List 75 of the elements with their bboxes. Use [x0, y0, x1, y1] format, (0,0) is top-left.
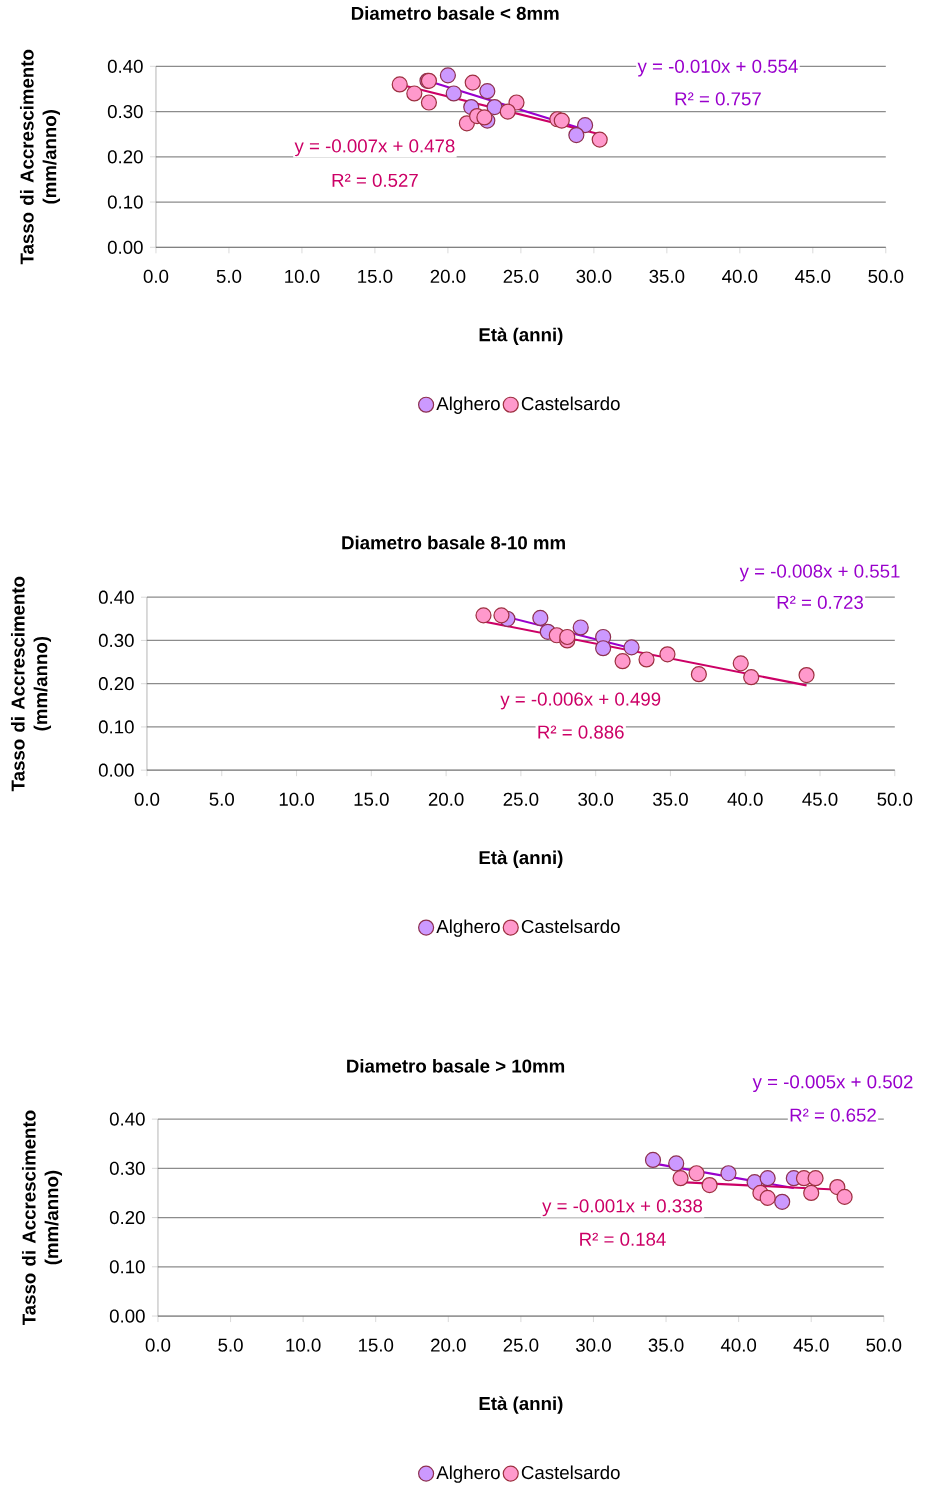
y-tick-label: 0.40: [110, 1112, 145, 1126]
x-tick-label: 5.0: [216, 269, 242, 283]
x-tick-label: 10.0: [285, 269, 320, 283]
y-tick-label: 0.30: [110, 1161, 145, 1175]
annotation: R² = 0.723: [777, 595, 864, 610]
x-tick-label: 25.0: [503, 269, 539, 283]
x-tick-label: 25.0: [503, 792, 539, 806]
y-axis-title: Tasso di Accrescimento (mm/anno): [22, 1110, 63, 1326]
x-tick-label: 20.0: [430, 269, 466, 283]
x-tick-label: 15.0: [359, 1338, 394, 1352]
x-tick-label: 45.0: [802, 792, 838, 806]
x-tick-label: 30.0: [576, 269, 612, 283]
legend-label: Castelsardo: [521, 1465, 620, 1480]
text: y = -0.008x + 0.551: [739, 564, 900, 582]
x-tick-label: 25.0: [503, 1338, 539, 1352]
annotation: R² = 0.757: [675, 92, 761, 106]
x-tick-label: 10.0: [286, 1338, 321, 1352]
x-axis-title: Età (anni): [479, 327, 563, 346]
chart-title: Diametro basale 8-10 mm: [342, 535, 566, 550]
x-tick-label: 45.0: [795, 269, 831, 283]
y-tick-label: 0.00: [110, 1309, 145, 1323]
annotation: y = -0.006x + 0.499: [500, 692, 661, 710]
y-tick-label: 0.00: [108, 240, 143, 254]
x-tick-label: 0.0: [143, 269, 169, 283]
legend-label: Castelsardo: [521, 919, 620, 934]
annotation: R² = 0.652: [790, 1108, 876, 1122]
x-tick-label: 0.0: [145, 1338, 171, 1352]
y-tick-label: 0.40: [99, 590, 134, 604]
x-tick-label: 40.0: [727, 792, 763, 806]
x-tick-label: 35.0: [648, 1338, 684, 1352]
chart-title: Diametro basale > 10mm: [347, 1058, 565, 1073]
x-tick-label: 45.0: [793, 1338, 829, 1352]
legend-label: Alghero: [436, 396, 500, 414]
y-tick-label: 0.10: [110, 1260, 145, 1274]
legend-label: Castelsardo: [521, 396, 620, 411]
x-tick-label: 0.0: [134, 792, 160, 806]
x-tick-label: 50.0: [866, 1338, 902, 1352]
annotation: R² = 0.527: [332, 173, 418, 187]
x-tick-label: 30.0: [578, 792, 614, 806]
legend-label: Alghero: [436, 1465, 500, 1483]
y-tick-label: 0.00: [99, 763, 134, 777]
chart-title: Diametro basale < 8mm: [352, 6, 559, 20]
y-tick-label: 0.20: [99, 677, 134, 691]
annotation: y = -0.010x + 0.554: [637, 59, 798, 77]
x-tick-label: 15.0: [354, 792, 389, 806]
x-tick-label: 35.0: [653, 792, 688, 806]
y-tick-label: 0.30: [99, 633, 134, 648]
y-axis-title: Tasso di Accrescimento (mm/anno): [11, 576, 52, 792]
y-tick-label: 0.40: [108, 59, 143, 73]
x-tick-label: 50.0: [868, 269, 904, 283]
x-tick-label: 50.0: [877, 792, 913, 806]
x-axis-title: Età (anni): [479, 850, 563, 868]
annotation: R² = 0.184: [580, 1232, 666, 1246]
y-tick-label: 0.10: [108, 195, 143, 209]
y-tick-label: 0.20: [110, 1210, 145, 1225]
x-tick-label: 20.0: [431, 1338, 466, 1352]
x-tick-label: 30.0: [576, 1338, 612, 1352]
x-tick-label: 5.0: [209, 792, 235, 806]
x-tick-label: 10.0: [279, 792, 315, 806]
y-tick-label: 0.20: [108, 150, 143, 164]
annotation: y = -0.007x + 0.478: [294, 139, 455, 157]
x-tick-label: 40.0: [721, 1338, 757, 1352]
text: y = -0.005x + 0.502: [752, 1075, 913, 1093]
y-tick-label: 0.10: [99, 720, 134, 734]
legend-label: Alghero: [436, 919, 500, 937]
y-tick-label: 0.30: [108, 104, 143, 119]
x-tick-label: 35.0: [649, 269, 685, 283]
y-axis-title: Tasso di Accrescimento (mm/anno): [20, 49, 61, 265]
annotation: y = -0.001x + 0.338: [542, 1199, 703, 1217]
x-tick-label: 5.0: [218, 1338, 243, 1352]
x-tick-label: 20.0: [428, 792, 464, 806]
annotation: R² = 0.886: [538, 725, 624, 739]
x-tick-label: 15.0: [358, 269, 393, 283]
x-axis-title: Età (anni): [479, 1396, 563, 1414]
x-tick-label: 40.0: [722, 269, 758, 283]
